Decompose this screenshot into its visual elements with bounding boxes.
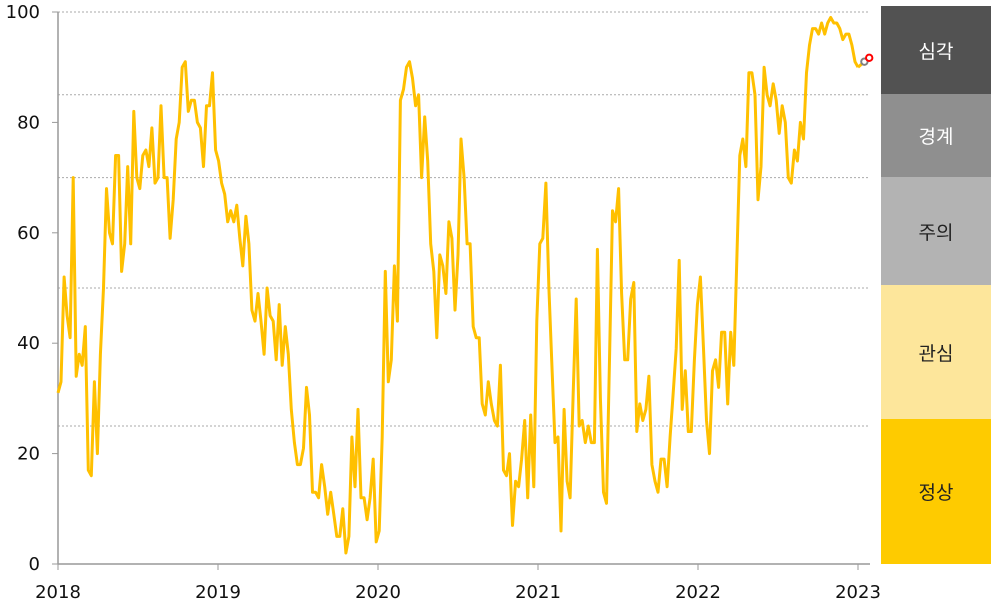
data-point-marker	[865, 53, 874, 63]
line-chart: 0 20 40 60 80 100 2018 2019 2020 2021 2022 2023	[6, 2, 880, 603]
x-tick-label: 2018	[35, 582, 81, 603]
legend-band-normal: 정상	[881, 419, 991, 564]
y-tick-label: 80	[17, 112, 40, 133]
legend-band-attention: 관심	[881, 285, 991, 419]
y-tick-label: 20	[17, 444, 40, 465]
x-tick-label: 2019	[195, 582, 241, 603]
legend-label: 주의	[918, 221, 954, 244]
x-tick-label: 2021	[515, 582, 561, 603]
legend-label: 관심	[918, 342, 954, 365]
legend-band-warning: 경계	[881, 94, 991, 177]
series-line	[56, 16, 860, 555]
legend-label: 정상	[918, 482, 954, 504]
legend-label: 심각	[918, 40, 954, 63]
tick-labels: 0 20 40 60 80 100 2018 2019 2020 2021 2022 2023	[6, 2, 880, 603]
y-tick-label: 60	[17, 223, 40, 244]
x-tick-label: 2023	[835, 582, 880, 603]
x-tick-label: 2020	[355, 582, 401, 603]
legend-label: 경계	[918, 126, 954, 148]
latest-markers	[857, 53, 874, 69]
x-tick-label: 2022	[675, 582, 721, 603]
axes	[52, 11, 870, 570]
legend-band-serious: 심각	[881, 6, 991, 94]
legend-band-caution: 주의	[881, 177, 991, 285]
alert-level-legend: 심각 경계 주의 관심 정상	[881, 6, 991, 564]
y-tick-label: 0	[29, 554, 40, 575]
y-tick-label: 40	[17, 333, 40, 354]
y-tick-label: 100	[6, 2, 40, 23]
